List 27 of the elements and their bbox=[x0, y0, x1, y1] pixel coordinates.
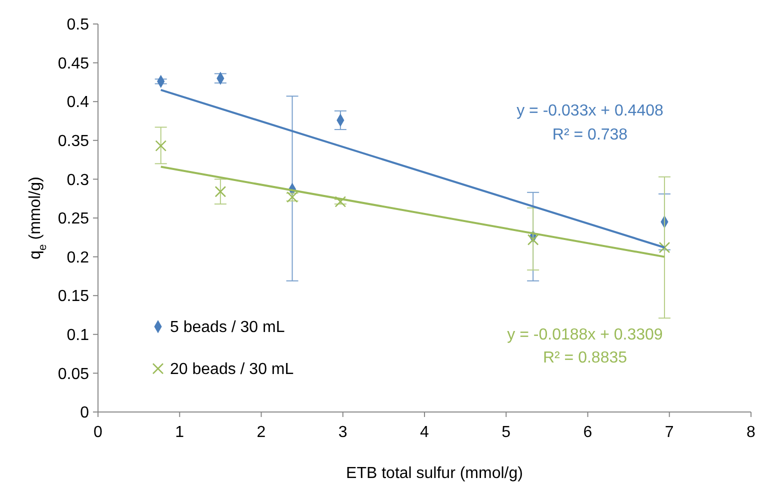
x-tick-label: 5 bbox=[502, 424, 511, 441]
annotation: R² = 0.8835 bbox=[542, 350, 628, 367]
x-tick-label: 2 bbox=[256, 424, 266, 441]
annotation: y = -0.033x + 0.4408 bbox=[516, 102, 664, 120]
x-tick-label: 1 bbox=[175, 424, 184, 441]
y-tick-label: 0.45 bbox=[58, 55, 90, 72]
y-tick-label: 0.4 bbox=[66, 94, 90, 112]
y-tick-label: 0.25 bbox=[58, 210, 90, 228]
legend-label: 5 beads / 30 mL bbox=[170, 319, 285, 336]
y-tick-label: 0.15 bbox=[58, 288, 90, 306]
x-tick-label: 3 bbox=[338, 424, 348, 441]
y-tick-label: 0.2 bbox=[66, 249, 90, 266]
x-tick-label: 0 bbox=[94, 424, 103, 441]
x-tick-label: 8 bbox=[746, 424, 756, 441]
y-tick-label: 0.35 bbox=[58, 133, 90, 150]
y-tick-label: 0 bbox=[80, 404, 90, 422]
x-tick-label: 4 bbox=[420, 424, 430, 441]
legend-label: 20 beads / 30 mL bbox=[170, 361, 294, 378]
y-tick-label: 0.05 bbox=[58, 366, 90, 383]
x-tick-label: 6 bbox=[583, 424, 592, 441]
x-tick-label: 7 bbox=[664, 424, 674, 441]
annotation: R² = 0.738 bbox=[552, 126, 628, 144]
annotation: y = -0.0188x + 0.3309 bbox=[507, 326, 663, 344]
y-tick-label: 0.1 bbox=[66, 327, 90, 344]
y-tick-label: 0.3 bbox=[66, 172, 90, 189]
x-axis-title: ETB total sulfur (mmol/g) bbox=[346, 465, 523, 482]
y-tick-label: 0.5 bbox=[66, 16, 90, 34]
